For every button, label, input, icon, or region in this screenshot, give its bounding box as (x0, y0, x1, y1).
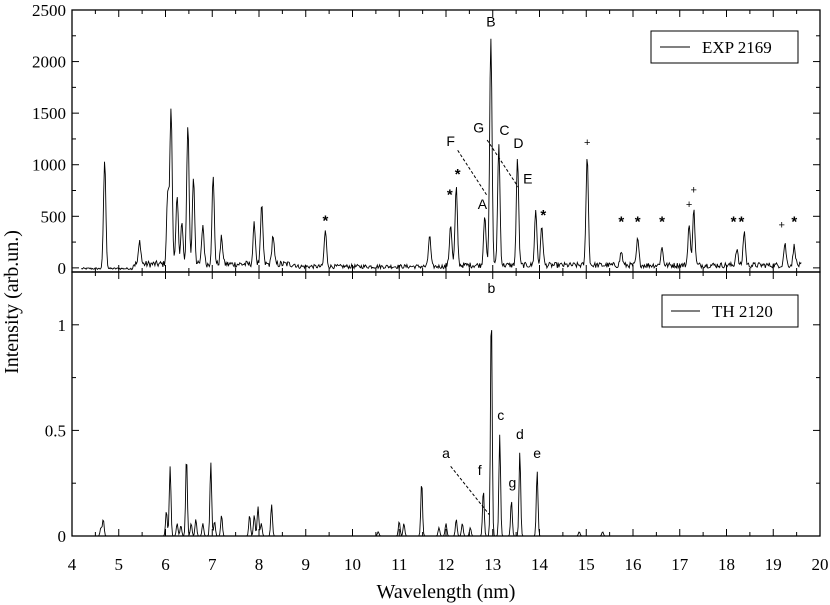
x-tick-label: 6 (161, 555, 170, 574)
top-star-marker: * (739, 213, 745, 230)
top-y-tick-label: 1500 (32, 104, 66, 123)
top-star-marker: * (322, 212, 328, 229)
x-tick-label: 11 (391, 555, 407, 574)
top-peak-label: B (486, 14, 495, 30)
x-tick-label: 17 (671, 555, 689, 574)
bottom-y-tick-label: 0.5 (45, 421, 66, 440)
bottom-peak-label: c (497, 407, 504, 423)
bottom-leader-line (450, 465, 490, 516)
top-star-marker: * (540, 207, 546, 224)
bottom-peak-label: f (478, 462, 482, 478)
top-peak-label: C (499, 122, 509, 138)
bottom-peak-label: e (533, 445, 541, 461)
legend-top-box (650, 30, 799, 64)
x-tick-label: 18 (718, 555, 735, 574)
top-plus-marker: + (584, 137, 590, 149)
bottom-y-tick-label: 1 (58, 316, 67, 335)
top-star-marker: * (791, 213, 797, 230)
x-tick-label: 7 (208, 555, 217, 574)
x-tick-label: 10 (344, 555, 361, 574)
top-plus-marker: + (691, 184, 697, 196)
top-y-tick-label: 0 (58, 259, 67, 278)
top-peak-label: F (446, 133, 455, 149)
top-peak-label: A (478, 196, 488, 212)
legend-bottom-label: TH 2120 (712, 302, 773, 321)
top-star-marker: * (455, 166, 461, 183)
x-tick-label: 8 (255, 555, 264, 574)
top-peak-label: D (513, 135, 523, 151)
x-tick-label: 4 (68, 555, 77, 574)
top-star-marker: * (447, 187, 453, 204)
top-y-tick-label: 500 (41, 207, 67, 226)
top-star-marker: * (731, 213, 737, 230)
x-tick-label: 15 (578, 555, 595, 574)
x-tick-label: 14 (531, 555, 549, 574)
top-leader-line (486, 139, 519, 188)
top-y-tick-label: 2000 (32, 53, 66, 72)
top-peak-label: E (523, 170, 532, 186)
bottom-peak-label: a (442, 445, 450, 461)
x-tick-label: 5 (115, 555, 124, 574)
x-tick-label: 13 (484, 555, 501, 574)
x-axis-title: Wavelength (nm) (377, 581, 516, 603)
legend-bottom: TH 2120 (661, 294, 799, 328)
top-star-marker: * (659, 213, 665, 230)
bottom-y-tick-label: 0 (58, 527, 67, 546)
x-tick-label: 9 (302, 555, 311, 574)
legend-top-label: EXP 2169 (702, 38, 772, 57)
bottom-peak-label: d (516, 426, 524, 442)
top-y-tick-label: 2500 (32, 1, 66, 20)
bottom-series-line (81, 330, 802, 537)
x-tick-label: 20 (812, 555, 829, 574)
top-series-line (81, 38, 802, 271)
top-star-marker: * (635, 213, 641, 230)
x-tick-label: 12 (438, 555, 455, 574)
top-y-tick-label: 1000 (32, 156, 66, 175)
bottom-peak-label: b (487, 280, 495, 296)
bottom-panel: 4 5 6 7 8 9 10 11 12 13 14 15 16 17 18 19 20 0 0.5 1 b cde f g a (45, 271, 829, 574)
legend-top: EXP 2169 (650, 30, 799, 64)
top-peak-label: G (473, 120, 484, 136)
top-plus-marker: + (778, 220, 784, 232)
top-star-marker: * (618, 213, 624, 230)
bottom-peak-label: g (508, 474, 516, 490)
x-tick-label: 16 (625, 555, 642, 574)
top-leader-line (457, 150, 488, 196)
top-plus-marker: + (686, 199, 692, 211)
y-axis-title: Intensity (arb.un.) (1, 230, 23, 374)
x-tick-label: 19 (765, 555, 782, 574)
